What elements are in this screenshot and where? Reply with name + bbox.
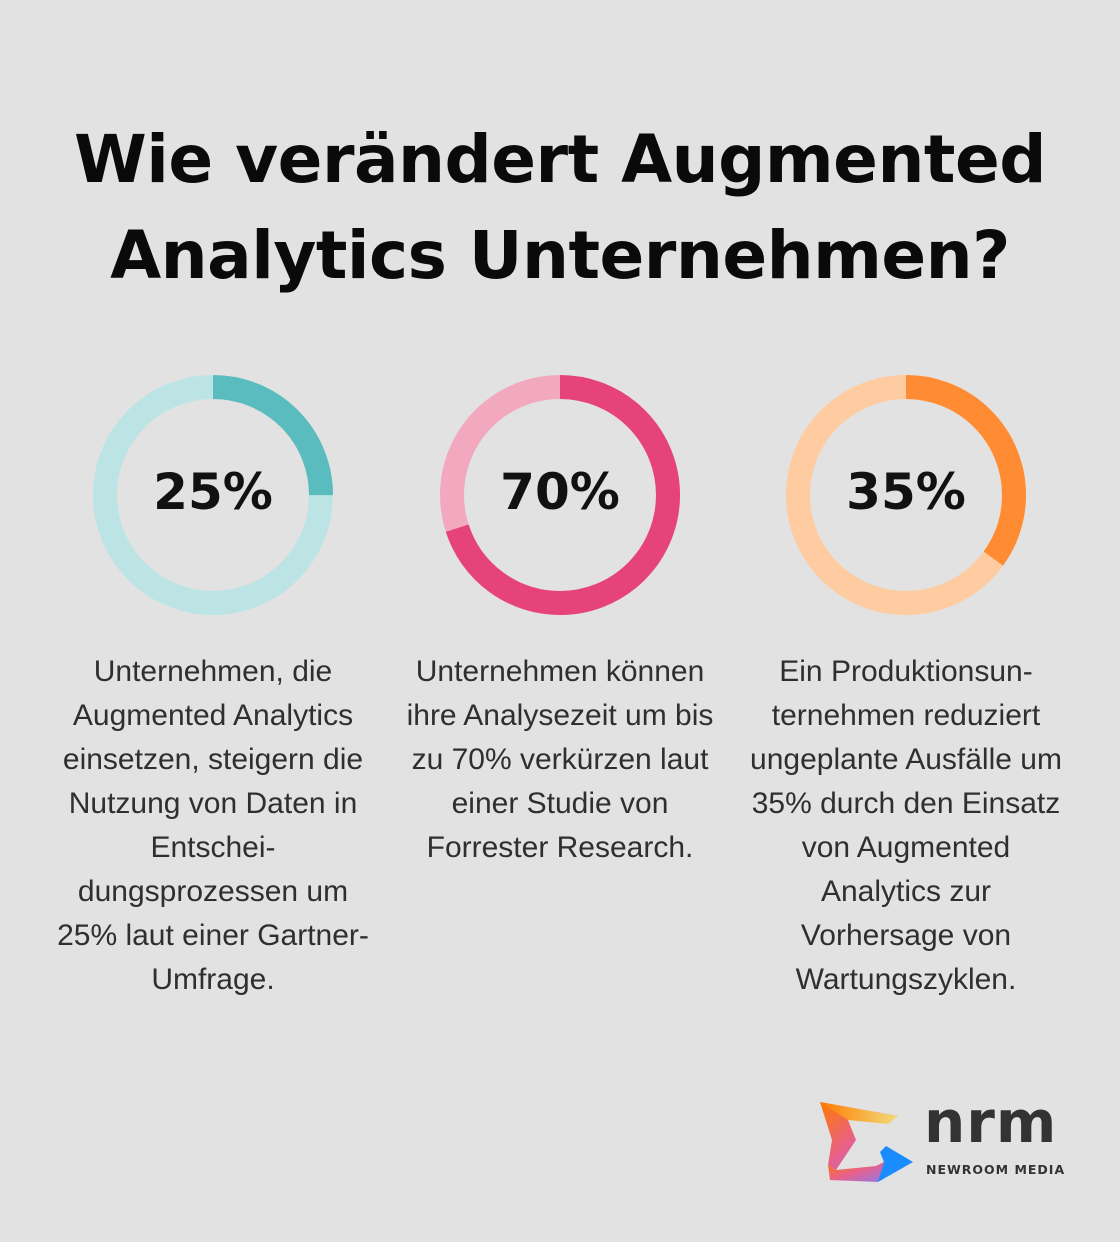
donut-chart-1 [93, 375, 333, 615]
donut-value-arc [786, 375, 1026, 615]
stat-description-3: Ein Produktionsun-ternehmen reduziert un… [750, 655, 1062, 996]
stat-description-2: Unternehmen können ihre Analysezeit um b… [406, 655, 714, 864]
newroom-media-logo: nrm NEWROOM MEDIA [818, 1088, 1068, 1185]
donut-label-1: 25% [153, 463, 273, 521]
stat-column-1: 25% Unternehmen, die Augmented Analytics… [43, 370, 383, 1002]
logo-mark-icon [820, 1102, 913, 1182]
stat-description-1: Unternehmen, die Augmented Analytics ein… [57, 655, 369, 996]
donut-chart-2 [440, 375, 680, 615]
donut-chart-3 [786, 375, 1026, 615]
page-title: Wie verändert Augmented Analytics Untern… [74, 121, 1047, 294]
stat-column-2: 70% Unternehmen können ihre Analysezeit … [390, 370, 730, 870]
donut-label-3: 35% [846, 463, 966, 521]
donut-value-arc [440, 375, 680, 615]
stat-column-3: 35% Ein Produktionsun-ternehmen reduzier… [736, 370, 1076, 1002]
logo-subtitle: NEWROOM MEDIA [926, 1162, 1066, 1177]
donut-value-arc [93, 375, 333, 615]
logo-wordmark: nrm [924, 1088, 1058, 1156]
donut-label-2: 70% [500, 463, 620, 521]
